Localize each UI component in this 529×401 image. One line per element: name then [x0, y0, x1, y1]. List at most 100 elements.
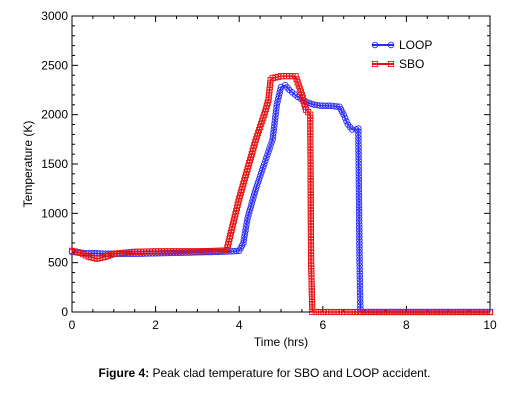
- data-point: [356, 282, 364, 289]
- data-point: [261, 160, 268, 168]
- legend-marker: [387, 41, 395, 49]
- data-point: [307, 195, 314, 202]
- y-tick-label: 500: [48, 256, 68, 270]
- data-point: [241, 230, 249, 237]
- data-point: [249, 197, 256, 204]
- data-point: [355, 153, 362, 161]
- data-point: [448, 308, 455, 316]
- data-point: [356, 295, 364, 303]
- data-point: [308, 272, 315, 279]
- data-point: [335, 308, 342, 316]
- data-point: [322, 308, 330, 316]
- data-point: [355, 144, 362, 151]
- series-line-sbo: [71, 75, 490, 313]
- data-point: [307, 208, 314, 215]
- data-point: [276, 89, 283, 97]
- data-point: [356, 272, 364, 280]
- data-point: [316, 308, 323, 316]
- data-point: [308, 285, 315, 293]
- data-point: [355, 192, 363, 199]
- data-point: [477, 308, 484, 316]
- data-point: [250, 191, 258, 198]
- data-point: [307, 134, 314, 141]
- data-point: [233, 204, 240, 212]
- data-point: [308, 276, 315, 283]
- data-point: [333, 103, 340, 110]
- data-point: [273, 104, 280, 112]
- data-point: [307, 217, 314, 224]
- data-point: [355, 195, 363, 203]
- data-point: [361, 308, 368, 316]
- data-point: [309, 305, 316, 312]
- data-point: [356, 230, 363, 238]
- data-point: [256, 173, 264, 180]
- data-point: [265, 96, 272, 103]
- data-point: [409, 308, 416, 316]
- data-point: [355, 169, 362, 177]
- data-point: [255, 176, 263, 183]
- data-point: [296, 85, 303, 92]
- data-point: [355, 221, 363, 228]
- data-point: [374, 308, 381, 316]
- data-point: [266, 83, 273, 90]
- data-point: [441, 308, 449, 316]
- data-point: [329, 308, 336, 316]
- data-point: [355, 201, 363, 209]
- data-point: [307, 159, 314, 166]
- data-point: [268, 139, 275, 146]
- data-point: [356, 285, 364, 293]
- legend-marker: [371, 60, 379, 68]
- data-point: [245, 212, 252, 219]
- data-point: [275, 92, 283, 100]
- data-point: [252, 185, 260, 192]
- data-point: [308, 256, 315, 263]
- data-point: [357, 298, 364, 306]
- data-point: [355, 150, 362, 158]
- data-point: [307, 237, 315, 244]
- data-point: [297, 88, 304, 95]
- data-point: [355, 308, 362, 316]
- data-point: [270, 126, 278, 134]
- data-point: [416, 308, 423, 316]
- data-point: [272, 110, 279, 118]
- data-point: [451, 308, 458, 316]
- data-point: [400, 308, 407, 316]
- data-point: [269, 132, 277, 140]
- data-point: [355, 160, 362, 167]
- data-point: [229, 223, 236, 230]
- data-point: [270, 123, 278, 131]
- data-point: [308, 289, 315, 296]
- series-loop: [68, 81, 494, 316]
- plot-frame: [71, 15, 491, 313]
- data-point: [307, 249, 315, 257]
- data-point: [422, 308, 429, 316]
- data-point: [266, 145, 273, 152]
- data-point: [245, 209, 253, 216]
- data-point: [240, 239, 247, 247]
- data-point: [345, 308, 352, 316]
- data-point: [355, 173, 363, 180]
- x-axis-title: Time (hrs): [254, 335, 308, 349]
- data-point: [384, 308, 391, 316]
- data-point: [356, 262, 363, 270]
- data-point: [289, 73, 296, 80]
- data-point: [356, 256, 363, 263]
- data-point: [355, 138, 362, 145]
- data-point: [271, 117, 279, 124]
- data-point: [355, 141, 362, 148]
- data-point: [307, 188, 314, 195]
- data-point: [234, 201, 241, 208]
- data-point: [419, 308, 426, 316]
- data-point: [355, 185, 363, 193]
- data-point: [307, 114, 314, 121]
- data-point: [257, 123, 264, 131]
- data-point: [308, 253, 315, 260]
- data-point: [307, 214, 314, 221]
- data-point: [355, 134, 362, 142]
- data-point: [230, 220, 237, 227]
- data-point: [277, 83, 285, 91]
- data-point: [307, 201, 314, 208]
- data-point: [367, 308, 375, 316]
- data-point: [356, 243, 363, 250]
- data-point: [326, 308, 333, 316]
